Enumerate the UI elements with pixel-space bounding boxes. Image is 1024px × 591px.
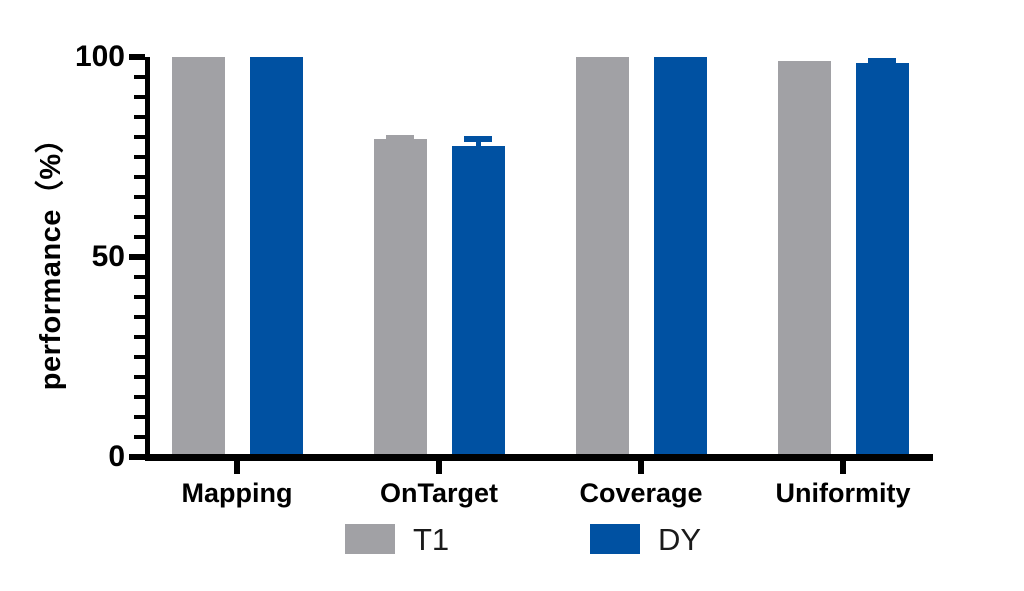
bar-DY-Uniformity: [855, 63, 909, 457]
y-axis-line: [145, 57, 150, 461]
legend-label-DY: DY: [658, 522, 702, 557]
y-major-tick: [129, 454, 145, 460]
y-tick-label: 0: [108, 440, 125, 473]
y-minor-tick: [134, 355, 145, 359]
y-minor-tick: [134, 435, 145, 439]
bar-T1-Uniformity: [777, 61, 831, 457]
error-bar-cap: [868, 57, 896, 64]
y-minor-tick: [134, 175, 145, 179]
legend-label-T1: T1: [413, 522, 450, 557]
y-minor-tick: [134, 315, 145, 319]
y-minor-tick: [134, 215, 145, 219]
y-tick-label: 50: [91, 240, 125, 273]
bar-DY-Mapping: [249, 57, 303, 457]
y-minor-tick: [134, 155, 145, 159]
y-major-tick: [129, 54, 145, 60]
category-label-ontarget: OnTarget: [379, 478, 499, 508]
error-bar-cap: [386, 135, 414, 142]
y-minor-tick: [134, 195, 145, 199]
category-label-mapping: Mapping: [181, 478, 293, 508]
bar-T1-Coverage: [575, 57, 629, 457]
y-minor-tick: [134, 335, 145, 339]
legend-swatch-DY: [590, 524, 640, 554]
bar-T1-OnTarget: [373, 139, 427, 457]
category-label-uniformity: Uniformity: [775, 478, 911, 508]
x-tick: [638, 461, 644, 474]
error-bar-cap: [464, 135, 492, 142]
y-tick-label: 100: [74, 40, 125, 73]
y-minor-tick: [134, 275, 145, 279]
x-tick: [234, 461, 240, 474]
y-major-tick: [129, 254, 145, 260]
x-tick: [840, 461, 846, 474]
y-minor-tick: [134, 235, 145, 239]
y-minor-tick: [134, 135, 145, 139]
legend-swatch-T1: [345, 524, 395, 554]
y-minor-tick: [134, 395, 145, 399]
bar-DY-Coverage: [653, 57, 707, 457]
bar-T1-Mapping: [171, 57, 225, 457]
y-minor-tick: [134, 75, 145, 79]
y-minor-tick: [134, 295, 145, 299]
y-minor-tick: [134, 115, 145, 119]
x-tick: [436, 461, 442, 474]
y-minor-tick: [134, 415, 145, 419]
y-minor-tick: [134, 95, 145, 99]
x-axis-line: [145, 454, 933, 461]
y-minor-tick: [134, 375, 145, 379]
bar-DY-OnTarget: [451, 145, 505, 457]
error-bar-stem: [476, 137, 481, 149]
category-label-coverage: Coverage: [579, 478, 703, 508]
